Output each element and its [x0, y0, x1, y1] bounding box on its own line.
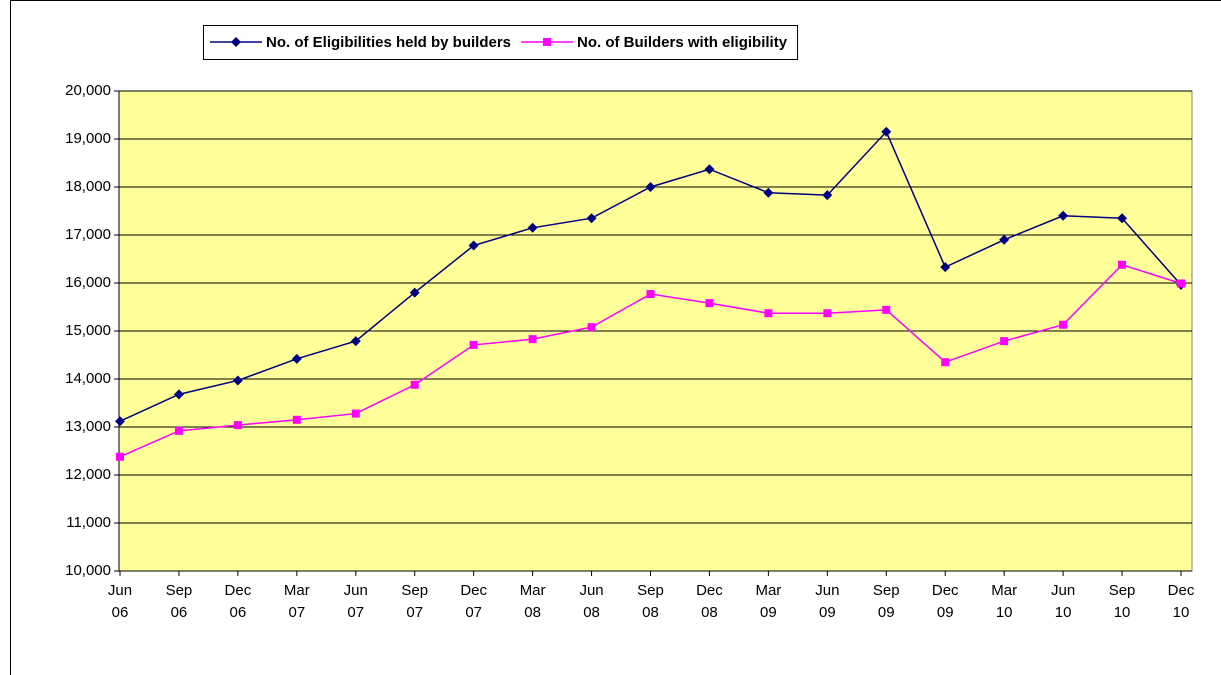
marker — [646, 290, 655, 299]
marker — [174, 426, 183, 435]
marker — [231, 37, 241, 47]
marker — [705, 299, 714, 308]
marker — [469, 340, 478, 349]
marker — [1059, 320, 1068, 329]
marker — [704, 164, 715, 175]
marker — [1118, 260, 1127, 269]
y-tick-label: 13,000 — [65, 418, 111, 435]
marker — [291, 353, 302, 364]
x-tick-label: Jun 07 — [343, 582, 368, 621]
marker — [587, 323, 596, 332]
y-tick-label: 10,000 — [65, 562, 111, 579]
marker — [410, 380, 419, 389]
marker — [764, 309, 773, 318]
marker — [941, 358, 950, 367]
marker — [586, 213, 597, 224]
marker — [940, 262, 951, 273]
marker — [1117, 213, 1128, 224]
marker — [173, 389, 184, 400]
y-tick-label: 19,000 — [65, 130, 111, 147]
x-tick-label: Dec 06 — [224, 582, 252, 621]
x-tick-label: Sep 06 — [165, 582, 193, 621]
legend-label: No. of Builders with eligibility — [577, 34, 788, 51]
x-tick-label: Jun 10 — [1051, 582, 1076, 621]
x-tick-label: Jun 06 — [107, 582, 133, 621]
marker — [115, 416, 125, 427]
x-tick-label: Dec 10 — [1167, 582, 1195, 621]
marker — [1058, 210, 1069, 221]
y-tick-label: 16,000 — [65, 274, 111, 291]
marker — [543, 38, 552, 46]
marker — [116, 452, 124, 461]
legend-box — [203, 25, 799, 60]
legend-label: No. of Eligibilities held by builders — [266, 34, 511, 51]
x-tick-label: Mar 09 — [755, 582, 782, 621]
marker — [292, 415, 301, 424]
marker — [409, 287, 420, 298]
x-tick-label: Dec 07 — [460, 582, 487, 621]
marker — [232, 375, 243, 386]
marker — [999, 234, 1010, 245]
x-tick-label: Jun 09 — [815, 582, 840, 621]
marker — [763, 187, 774, 198]
marker — [351, 409, 360, 418]
x-tick-label: Mar 08 — [519, 582, 546, 621]
marker — [350, 336, 361, 347]
marker — [1177, 279, 1185, 288]
y-tick-label: 14,000 — [65, 370, 111, 387]
x-tick-label: Mar 10 — [991, 582, 1018, 621]
x-tick-label: Dec 08 — [696, 582, 723, 621]
marker — [822, 190, 833, 201]
y-tick-label: 12,000 — [65, 466, 111, 483]
marker — [882, 305, 891, 314]
x-tick-label: Sep 08 — [637, 582, 664, 621]
marker — [881, 126, 892, 137]
y-tick-label: 18,000 — [65, 178, 111, 195]
x-tick-label: Sep 10 — [1108, 582, 1136, 621]
marker — [528, 335, 537, 344]
marker — [645, 182, 656, 192]
y-tick-label: 20,000 — [65, 82, 111, 99]
y-tick-label: 15,000 — [65, 322, 111, 339]
x-tick-label: Dec 09 — [931, 582, 959, 621]
y-tick-label: 11,000 — [66, 514, 111, 531]
x-tick-label: Sep 09 — [872, 582, 900, 621]
legend: No. of Eligibilities held by builders No.… — [203, 25, 799, 60]
marker — [233, 421, 242, 430]
x-tick-label: Jun 08 — [579, 582, 604, 621]
marker — [1000, 337, 1009, 346]
marker — [527, 222, 538, 233]
x-tick-label: Sep 07 — [401, 582, 429, 621]
x-tick-label: Mar 07 — [283, 582, 310, 621]
y-tick-label: 17,000 — [65, 226, 111, 243]
marker — [823, 309, 832, 318]
marker — [468, 240, 479, 251]
